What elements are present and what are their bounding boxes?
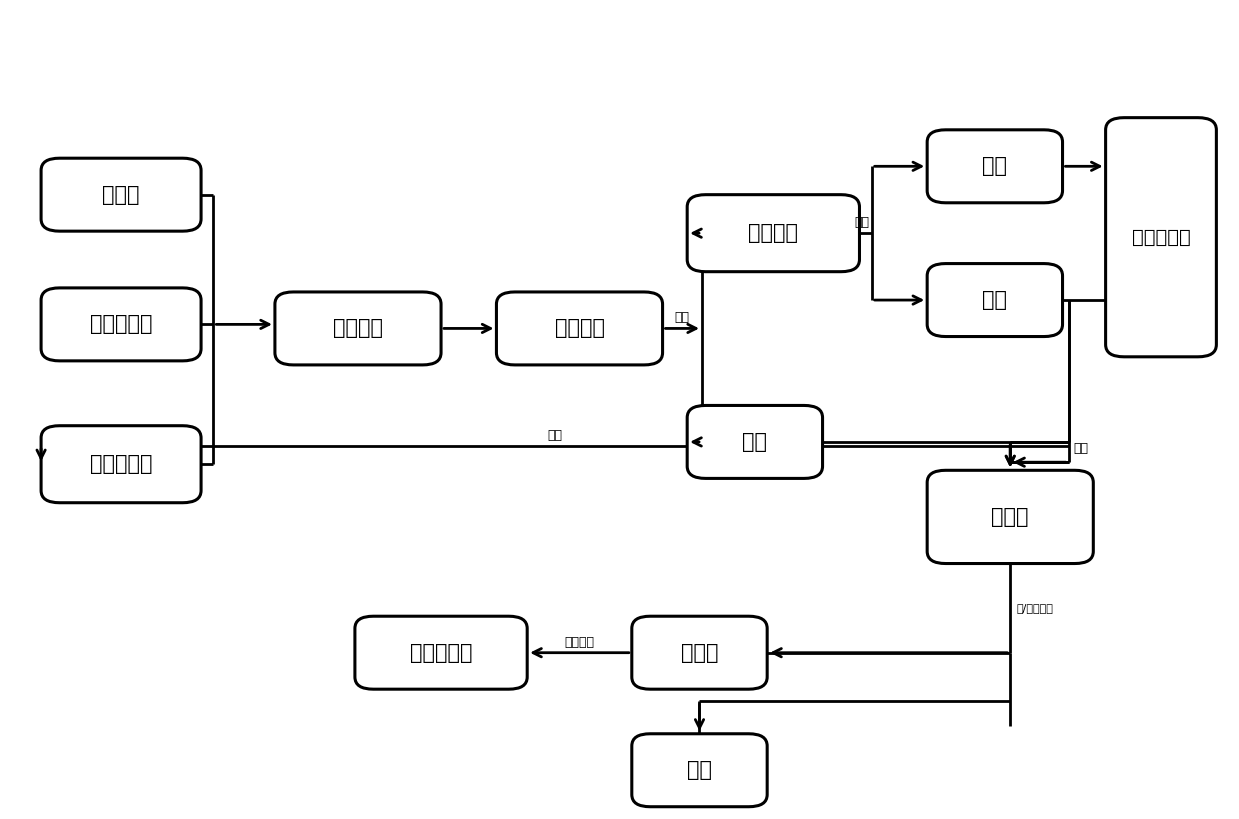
FancyBboxPatch shape: [632, 616, 767, 689]
Text: 高温液化: 高温液化: [333, 319, 383, 338]
Text: 过滤: 过滤: [675, 310, 690, 324]
Text: 收集: 收集: [1074, 441, 1089, 455]
Text: 乙酰丙酸酯: 乙酰丙酸酯: [410, 643, 472, 663]
Text: 催化剂回收: 催化剂回收: [1131, 228, 1191, 247]
Text: 洗液: 洗液: [983, 290, 1007, 310]
FancyBboxPatch shape: [275, 292, 441, 365]
FancyBboxPatch shape: [632, 734, 767, 807]
FancyBboxPatch shape: [41, 288, 201, 361]
FancyBboxPatch shape: [41, 426, 201, 503]
FancyBboxPatch shape: [41, 158, 201, 231]
FancyBboxPatch shape: [927, 130, 1063, 203]
FancyBboxPatch shape: [688, 195, 860, 272]
Text: 生物质: 生物质: [103, 184, 140, 205]
FancyBboxPatch shape: [497, 292, 663, 365]
Text: 有机相: 有机相: [680, 643, 719, 663]
Text: 赤泥催化剂: 赤泥催化剂: [90, 314, 152, 334]
Text: 液化残渣: 液化残渣: [748, 224, 798, 243]
Text: 残渣: 残渣: [983, 156, 1007, 176]
FancyBboxPatch shape: [1105, 118, 1217, 357]
Text: 回收: 回收: [548, 429, 563, 442]
Text: 减压蚕馏: 减压蚕馏: [565, 636, 595, 649]
FancyBboxPatch shape: [927, 264, 1063, 337]
Text: 水/乙酸乙酯: 水/乙酸乙酯: [1016, 603, 1053, 613]
Text: 过滤: 过滤: [855, 216, 870, 229]
Text: 液化产物: 液化产物: [555, 319, 605, 338]
Text: 滤液: 滤液: [742, 432, 767, 452]
Text: 旋蕲液: 旋蕲液: [991, 507, 1028, 527]
Text: 无水一元醇: 无水一元醇: [90, 455, 152, 474]
FancyBboxPatch shape: [354, 616, 528, 689]
FancyBboxPatch shape: [688, 405, 823, 478]
Text: 水相: 水相: [686, 760, 712, 781]
FancyBboxPatch shape: [927, 470, 1093, 563]
